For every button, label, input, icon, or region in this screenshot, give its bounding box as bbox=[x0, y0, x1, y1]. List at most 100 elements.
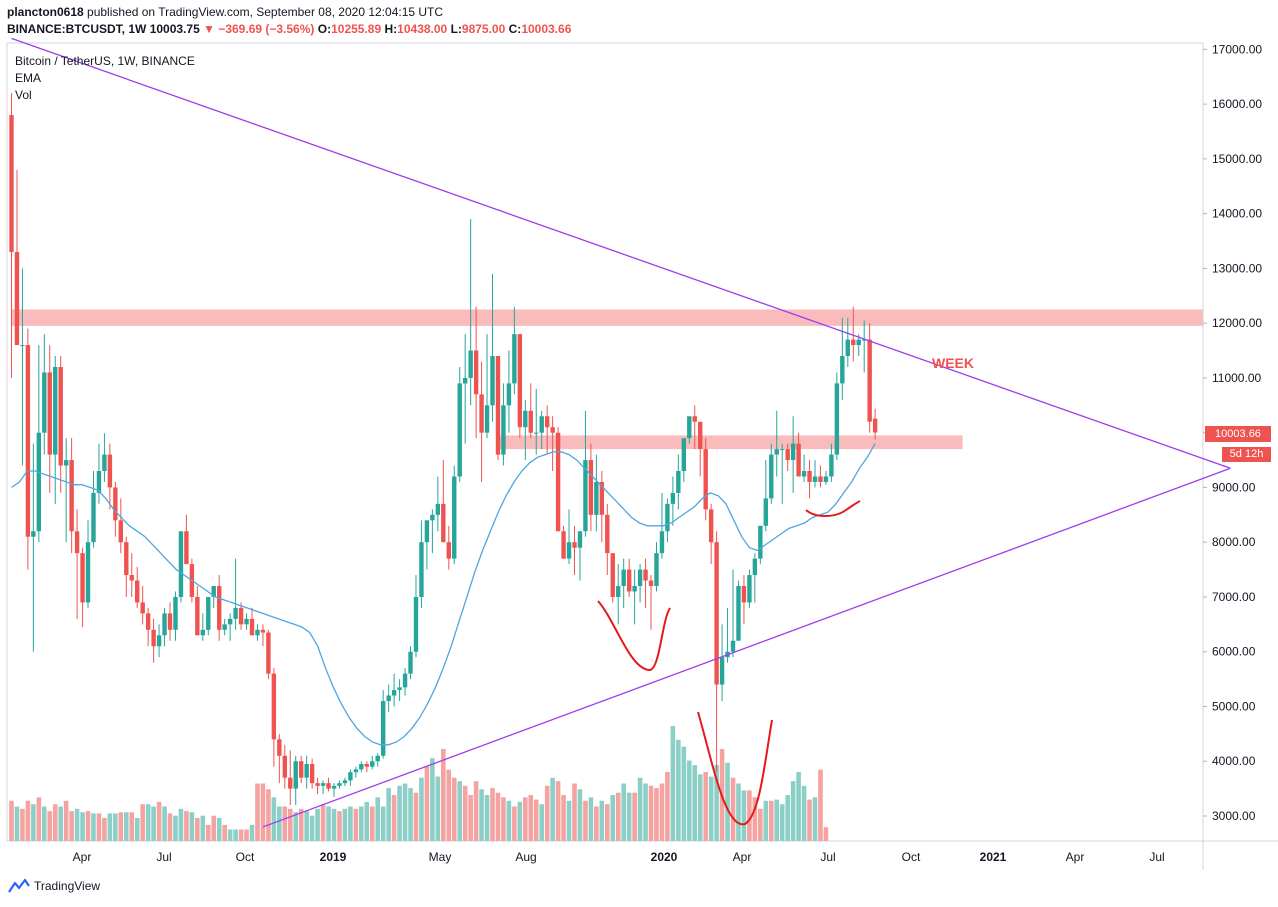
candle-body bbox=[528, 410, 533, 433]
volume-bar bbox=[473, 781, 479, 841]
candle-body bbox=[309, 763, 315, 784]
volume-bar bbox=[572, 783, 577, 841]
candle-body bbox=[561, 531, 566, 559]
y-tick-label: 12000.00 bbox=[1212, 316, 1262, 330]
candle-body bbox=[861, 339, 867, 341]
candle-body bbox=[408, 651, 413, 674]
volume-bar bbox=[533, 799, 539, 841]
candle-body bbox=[605, 514, 610, 554]
tradingview-logo[interactable]: TradingView bbox=[8, 878, 100, 894]
legend-ema[interactable]: EMA bbox=[15, 71, 42, 85]
volume-bar bbox=[768, 800, 774, 841]
volume-bar bbox=[512, 806, 517, 841]
candle-body bbox=[402, 673, 408, 688]
candle-body bbox=[555, 432, 561, 532]
volume-bar bbox=[823, 827, 829, 841]
candle-body bbox=[178, 531, 184, 597]
candle-body bbox=[785, 449, 790, 461]
volume-bar bbox=[348, 806, 353, 841]
candle-body bbox=[370, 761, 375, 767]
candle-body bbox=[184, 531, 189, 565]
candle-body bbox=[85, 542, 91, 603]
candle-body bbox=[780, 449, 785, 451]
legend-instrument[interactable]: Bitcoin / TetherUS, 1W, BINANCE bbox=[15, 54, 195, 68]
candle-body bbox=[31, 531, 36, 537]
candle-body bbox=[452, 476, 457, 559]
candle-body bbox=[375, 755, 380, 762]
volume-bar bbox=[129, 812, 135, 841]
candle-body bbox=[206, 596, 211, 630]
zones-layer bbox=[11, 309, 1203, 450]
volume-bar bbox=[287, 808, 293, 841]
volume-bar bbox=[790, 781, 796, 841]
volume-bar bbox=[594, 806, 599, 841]
candle-body bbox=[807, 471, 812, 482]
username[interactable]: plancton0618 bbox=[7, 5, 84, 19]
candle-body bbox=[616, 586, 621, 597]
candle-body bbox=[801, 471, 807, 477]
volume-bar bbox=[91, 813, 96, 841]
volume-bar bbox=[561, 795, 566, 841]
candle-body bbox=[714, 542, 719, 685]
volume-bar bbox=[599, 800, 605, 841]
candle-body bbox=[829, 454, 834, 477]
candle-body bbox=[774, 449, 779, 455]
candle-body bbox=[42, 372, 47, 433]
candle-body bbox=[331, 785, 337, 789]
volume-bar bbox=[451, 777, 457, 841]
volume-bar bbox=[807, 799, 812, 841]
candle-body bbox=[676, 471, 681, 493]
volume-bar bbox=[643, 783, 648, 841]
volume-bar bbox=[708, 776, 714, 841]
volume-bar bbox=[326, 806, 331, 841]
legend-vol[interactable]: Vol bbox=[15, 88, 32, 102]
candle-body bbox=[135, 580, 140, 603]
volume-bar bbox=[304, 811, 309, 841]
open-value: 10255.89 bbox=[331, 22, 382, 36]
bar-countdown-tag: 5d 12h bbox=[1222, 447, 1271, 462]
y-tick-label: 4000.00 bbox=[1212, 754, 1256, 768]
volume-bar bbox=[462, 785, 468, 841]
volume-bar bbox=[468, 795, 473, 841]
volume-bar bbox=[801, 785, 807, 841]
volume-bar bbox=[337, 811, 342, 841]
tradingview-logo-icon bbox=[8, 878, 30, 893]
candle-body bbox=[107, 454, 113, 488]
candle-body bbox=[818, 476, 823, 482]
trendlines-layer bbox=[11, 37, 1231, 828]
volume-bar bbox=[528, 795, 534, 841]
candle-body bbox=[698, 421, 703, 450]
volume-bar bbox=[167, 813, 173, 841]
candle-body bbox=[550, 427, 555, 433]
volume-bar bbox=[342, 808, 348, 841]
candle-body bbox=[741, 586, 747, 603]
volume-bar bbox=[752, 797, 758, 841]
candle-body bbox=[665, 503, 670, 532]
candle-body bbox=[719, 657, 725, 685]
volume-bar bbox=[774, 799, 780, 841]
volume-bar bbox=[686, 760, 692, 841]
candle-body bbox=[113, 487, 118, 521]
volume-bar bbox=[353, 808, 359, 841]
candle-body bbox=[790, 443, 796, 461]
volume-bar bbox=[145, 804, 151, 841]
volume-bar bbox=[151, 806, 156, 841]
y-tick-label: 8000.00 bbox=[1212, 535, 1256, 549]
candle-body bbox=[473, 350, 479, 395]
volume-bar bbox=[31, 804, 36, 841]
candle-body bbox=[63, 460, 69, 466]
volume-bar bbox=[113, 813, 118, 841]
volume-bar bbox=[216, 818, 222, 841]
volume-bar bbox=[697, 774, 703, 841]
volume-bar bbox=[36, 797, 42, 841]
candle-body bbox=[238, 607, 244, 625]
volume-bar bbox=[413, 792, 419, 841]
volume-bar bbox=[255, 783, 260, 841]
volume-bar bbox=[74, 808, 80, 841]
volume-bar bbox=[315, 808, 320, 841]
volume-bar bbox=[430, 758, 435, 841]
candle-body bbox=[823, 476, 829, 482]
candle-body bbox=[282, 755, 287, 778]
x-tick-label: 2019 bbox=[320, 850, 347, 864]
